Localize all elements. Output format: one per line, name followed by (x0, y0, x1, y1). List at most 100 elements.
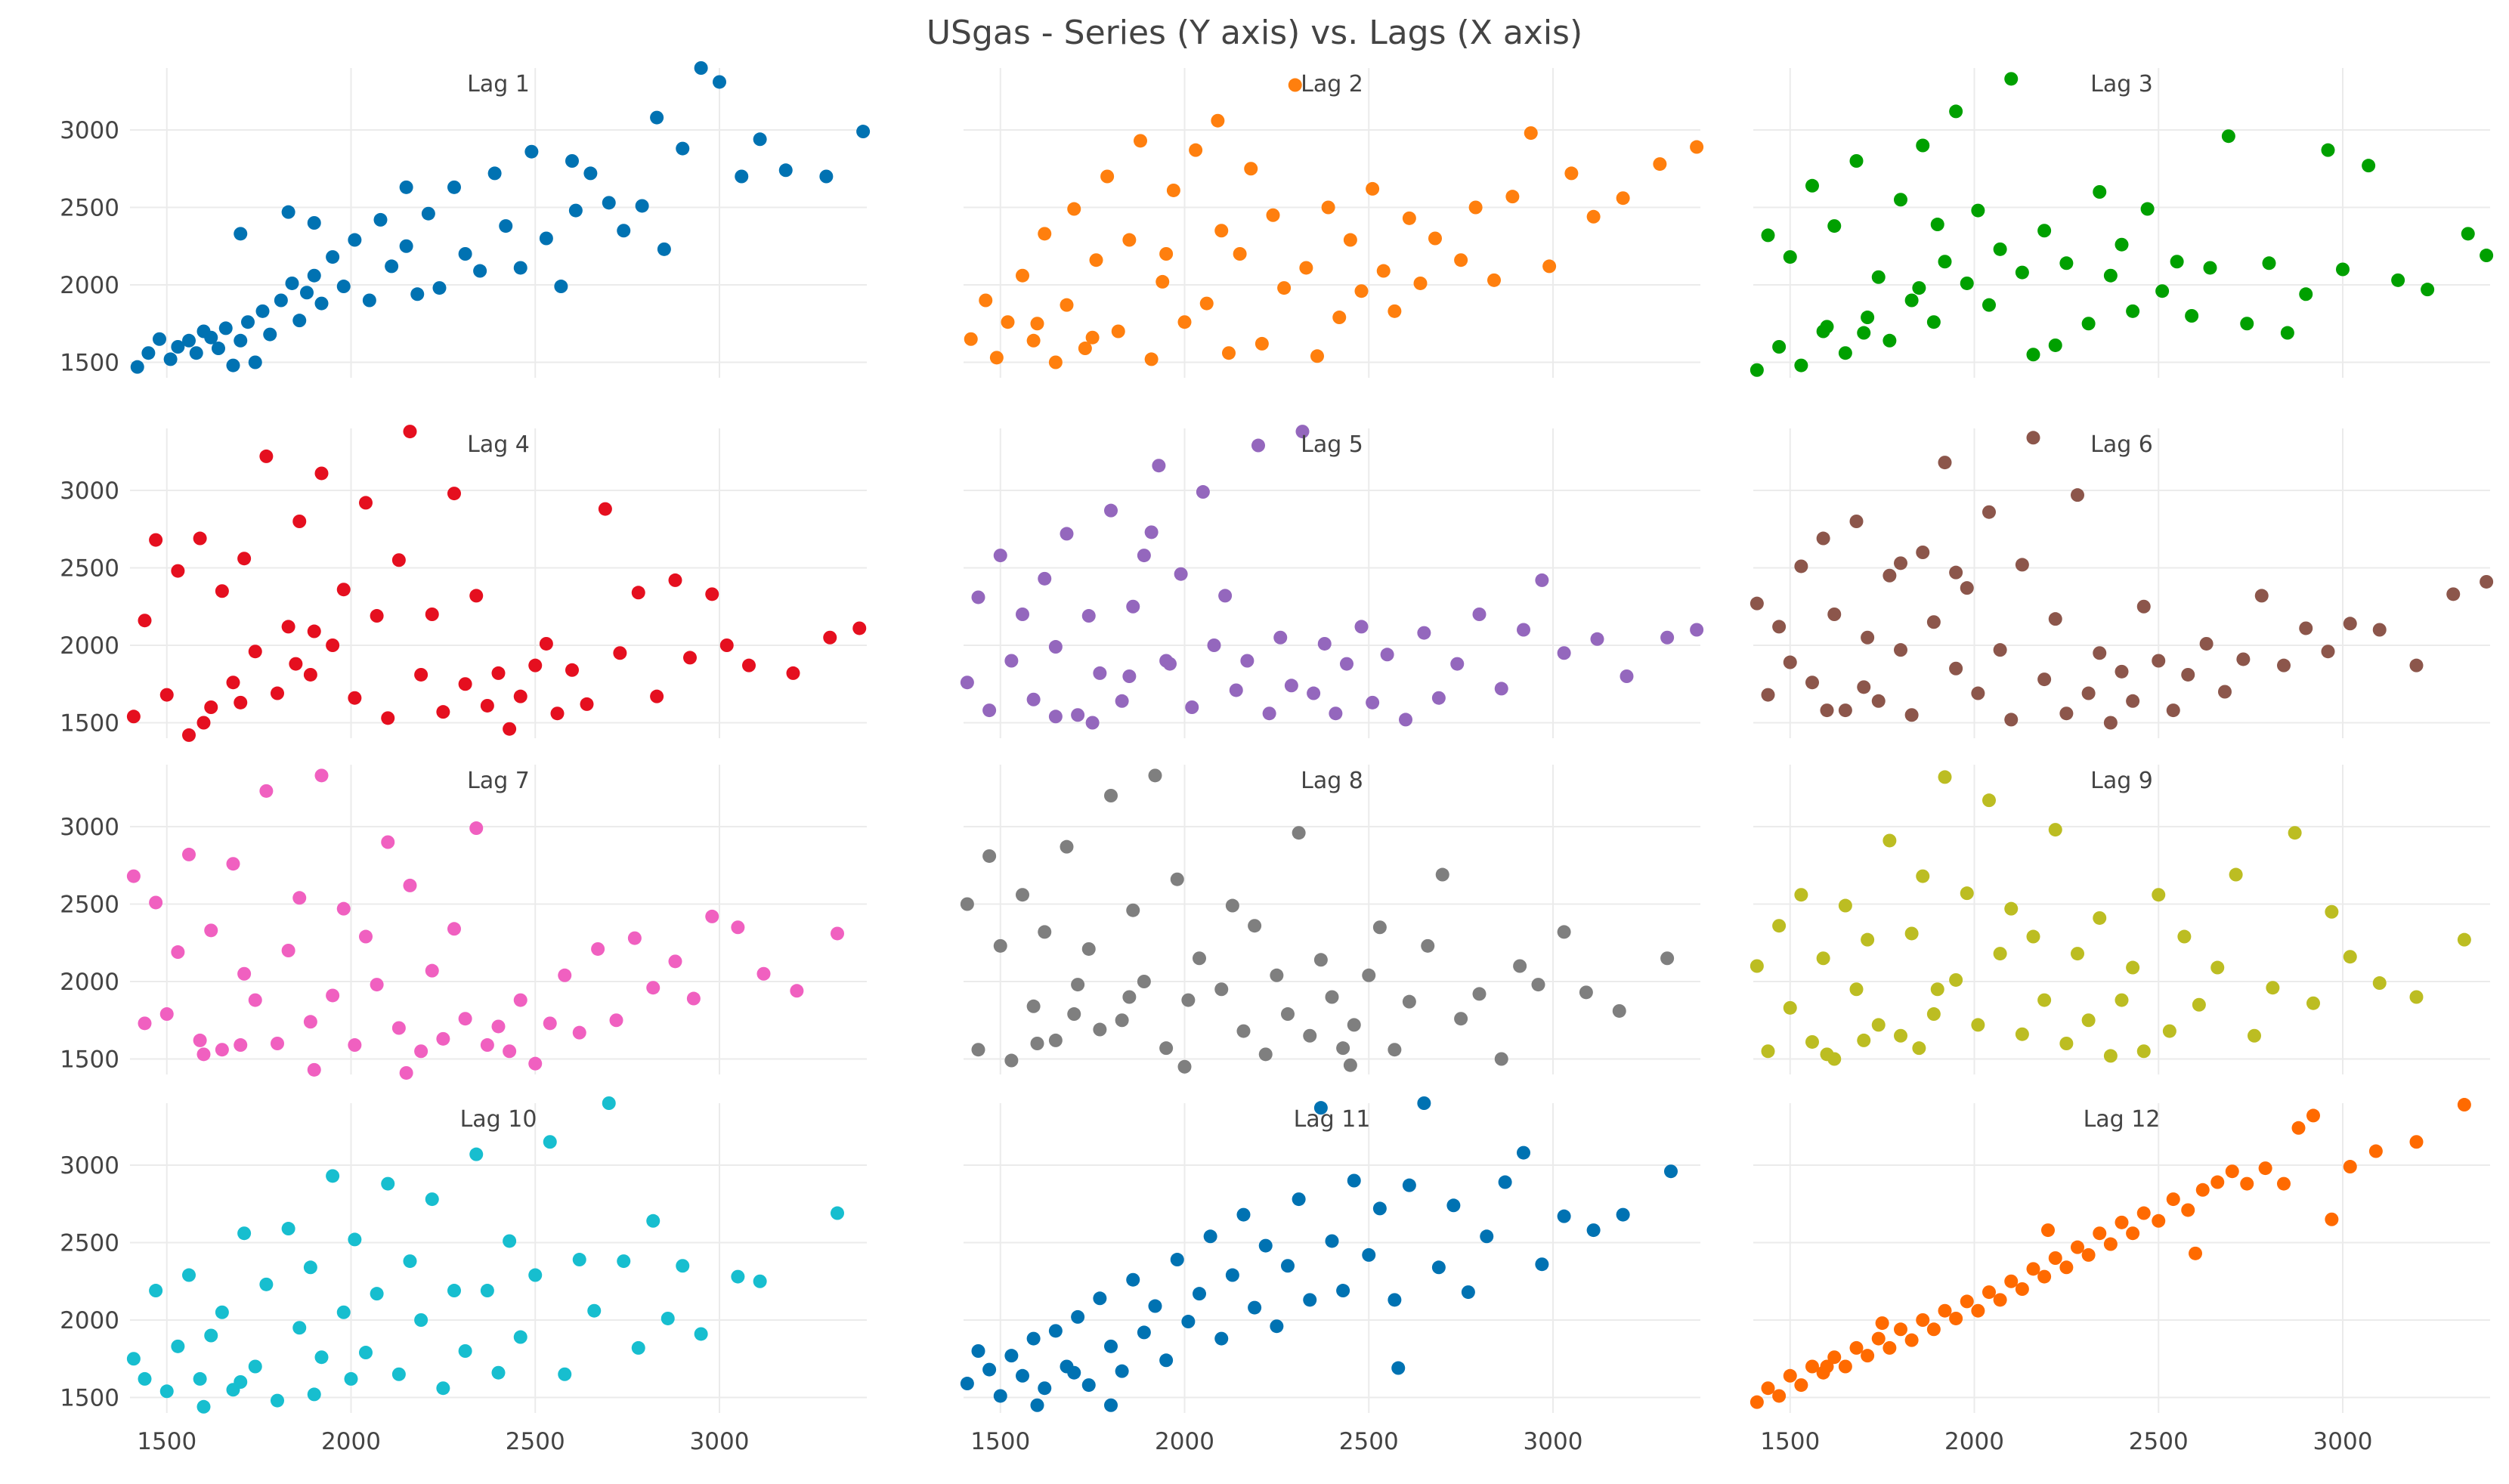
data-point (1446, 1198, 1461, 1213)
data-point (399, 1065, 413, 1080)
data-point (2166, 1192, 2180, 1207)
data-point (543, 1016, 557, 1031)
data-point (2203, 261, 2217, 275)
data-point (1126, 1272, 1140, 1287)
data-point (2480, 249, 2494, 263)
x-tick-label: 2000 (1155, 1428, 1214, 1455)
data-point (436, 1031, 450, 1046)
data-point (1332, 311, 1347, 325)
data-point (1761, 1044, 1775, 1059)
data-point (1960, 581, 1974, 595)
subplot-lag-12: 1500 2000 2500 3000 Lag 12 (1749, 1098, 2490, 1455)
data-point (1761, 228, 1775, 243)
data-point (694, 61, 708, 75)
data-point (314, 296, 329, 311)
data-point (1281, 1007, 1295, 1022)
data-point (2048, 823, 2062, 837)
data-point (565, 663, 579, 677)
data-point (609, 1013, 623, 1028)
data-point (2071, 947, 2084, 961)
data-point (1749, 363, 1764, 377)
data-point (336, 901, 351, 916)
data-point (1038, 925, 1052, 939)
data-point (2126, 1226, 2140, 1241)
data-point (1564, 166, 1579, 181)
data-point (1137, 975, 1151, 988)
data-point (447, 1284, 461, 1298)
data-point (314, 466, 329, 481)
data-point (271, 686, 284, 700)
data-point (1104, 789, 1118, 802)
data-point (1894, 1028, 1907, 1043)
data-point (756, 966, 771, 981)
data-point (1916, 869, 1930, 883)
data-point (2026, 929, 2040, 944)
data-point (1391, 1361, 1406, 1375)
data-point (1189, 143, 1203, 157)
data-point (1284, 679, 1298, 693)
data-point (1472, 608, 1487, 621)
data-point (528, 1268, 543, 1282)
data-point (1820, 320, 1834, 334)
data-point (1388, 304, 1402, 318)
data-point (971, 1344, 985, 1358)
data-point (1542, 259, 1557, 274)
data-point (259, 449, 274, 463)
data-point (1388, 1043, 1402, 1057)
data-point (539, 636, 553, 651)
data-point (234, 695, 248, 710)
data-point (1660, 951, 1675, 966)
data-point (598, 502, 612, 516)
data-point (138, 614, 152, 628)
data-point (1085, 330, 1100, 345)
data-point (1772, 919, 1787, 933)
data-point (499, 219, 513, 233)
data-point (617, 224, 631, 238)
data-point (1820, 703, 1834, 718)
data-point (204, 1328, 218, 1343)
data-point (1281, 1259, 1295, 1273)
data-point (2199, 636, 2214, 651)
data-point (2037, 993, 2052, 1007)
data-point (1861, 630, 1875, 645)
data-point (248, 645, 262, 659)
data-point (1982, 1285, 1996, 1300)
data-point (1904, 293, 1919, 308)
data-point (1820, 1047, 1834, 1062)
data-point (2041, 1223, 2055, 1238)
data-point (336, 1305, 351, 1319)
data-point (1498, 1175, 1512, 1189)
data-point (1883, 833, 1897, 848)
data-point (271, 1037, 284, 1050)
data-point (1262, 706, 1276, 721)
data-point (300, 286, 314, 300)
data-point (1048, 640, 1063, 654)
subplot-lag-9: Lag 9 (1749, 765, 2490, 1074)
data-point (2093, 185, 2107, 199)
data-point (1930, 218, 1944, 232)
data-point (159, 1007, 174, 1022)
data-point (1494, 1052, 1508, 1066)
data-point (1343, 1058, 1357, 1072)
data-point (2048, 338, 2062, 352)
data-point (307, 268, 321, 283)
data-point (1480, 1229, 1494, 1244)
data-point (1926, 615, 1941, 629)
data-point (2026, 348, 2040, 362)
data-point (2291, 1121, 2306, 1135)
data-point (661, 1311, 675, 1325)
data-point (196, 716, 211, 730)
data-point (650, 110, 664, 125)
data-point (1586, 209, 1601, 224)
data-point (469, 821, 484, 836)
data-point (1772, 340, 1787, 354)
data-point (1196, 485, 1210, 499)
data-point (314, 768, 329, 783)
data-point (237, 966, 252, 981)
data-point (1321, 200, 1335, 215)
data-point (1001, 315, 1015, 329)
data-point (1093, 1022, 1107, 1037)
data-point (676, 141, 690, 156)
subplot-lag-3: Lag 3 (1749, 68, 2494, 378)
data-point (1248, 1300, 1262, 1315)
